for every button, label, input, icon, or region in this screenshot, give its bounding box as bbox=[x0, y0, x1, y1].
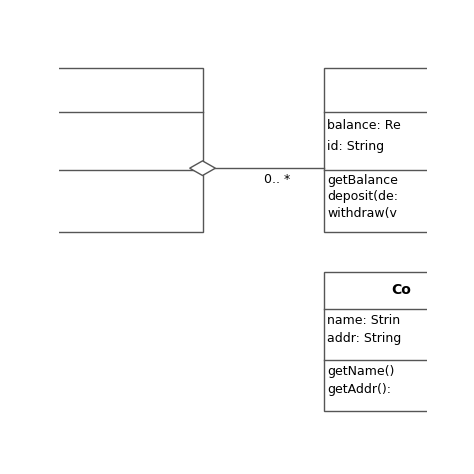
Text: name: Strin: name: Strin bbox=[328, 314, 401, 327]
Text: getBalance: getBalance bbox=[328, 174, 398, 187]
Text: Co: Co bbox=[391, 283, 411, 298]
Text: addr: String: addr: String bbox=[328, 332, 401, 346]
Bar bbox=[324, 68, 474, 232]
Text: deposit(de:: deposit(de: bbox=[328, 191, 399, 203]
Bar bbox=[324, 272, 474, 411]
Text: 0.. *: 0.. * bbox=[264, 173, 291, 186]
Text: id: String: id: String bbox=[328, 139, 384, 153]
Text: getAddr():: getAddr(): bbox=[328, 383, 392, 396]
Bar bbox=[30, 68, 202, 232]
Text: withdraw(v: withdraw(v bbox=[328, 207, 397, 220]
Text: balance: Re: balance: Re bbox=[328, 118, 401, 132]
Polygon shape bbox=[190, 161, 215, 175]
Text: getName(): getName() bbox=[328, 365, 395, 378]
